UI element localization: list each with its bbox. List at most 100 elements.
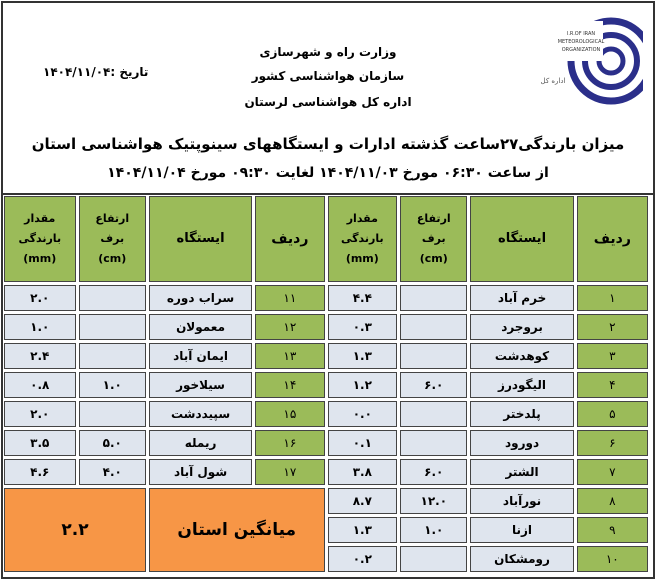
rainfall-amount: ۴.۶ xyxy=(4,459,76,485)
rainfall-amount: ۲.۰ xyxy=(4,401,76,427)
row-number: ۷ xyxy=(576,459,648,485)
station-name: پلدختر xyxy=(470,401,574,427)
snow-depth: ۶.۰ xyxy=(400,372,468,398)
table-row: ۹ ازنا ۱.۰ ۱.۳ xyxy=(4,517,648,543)
rainfall-amount: ۸.۷ xyxy=(327,488,398,514)
snow-depth: ۱.۰ xyxy=(78,372,146,398)
table-row: ۳ کوهدشت ۱.۳ ۱۳ ایمان آباد ۲.۴ xyxy=(4,343,648,369)
rainfall-table: ردیف ایستگاه ارتفاع برف (cm) مقدار بارندگی(… xyxy=(1,193,651,575)
rainfall-amount: ۰.۸ xyxy=(4,372,76,398)
table-row: ۴ الیگودرز ۶.۰ ۱.۲ ۱۴ سیلاخور ۱.۰ ۰.۸ xyxy=(4,372,648,398)
row-number: ۹ xyxy=(576,517,648,543)
province-average-value: ۲.۲ xyxy=(4,488,146,572)
table-row: ۲ بروجرد ۰.۳ ۱۲ معمولان ۱.۰ xyxy=(4,314,648,340)
rainfall-amount: ۲.۰ xyxy=(4,285,76,311)
rainfall-amount: ۰.۱ xyxy=(327,430,398,456)
meteorological-organization-logo: I.R.OF IRAN METEOROLOGICAL ORGANIZATION … xyxy=(541,17,643,105)
row-number: ۶ xyxy=(576,430,648,456)
row-number: ۳ xyxy=(576,343,648,369)
province-average-label: میانگین استان xyxy=(148,488,325,572)
snow-depth xyxy=(78,285,146,311)
snow-depth xyxy=(400,430,468,456)
rainfall-amount: ۰.۰ xyxy=(327,401,398,427)
row-number: ۱۳ xyxy=(255,343,325,369)
row-number: ۱۰ xyxy=(576,546,648,572)
header-snow: ارتفاع برف (cm) xyxy=(400,196,468,282)
table-header-row: ردیف ایستگاه ارتفاع برف (cm) مقدار بارندگی(… xyxy=(4,196,648,282)
rainfall-amount: ۱.۲ xyxy=(327,372,398,398)
snow-depth xyxy=(78,401,146,427)
station-name: دورود xyxy=(470,430,574,456)
station-name: رومشکان xyxy=(470,546,574,572)
station-name: شول آباد xyxy=(148,459,253,485)
header-station: ایستگاه xyxy=(148,196,253,282)
snow-depth xyxy=(78,343,146,369)
rainfall-amount: ۳.۸ xyxy=(327,459,398,485)
station-name: بروجرد xyxy=(470,314,574,340)
row-number: ۱ xyxy=(576,285,648,311)
station-name: الیگودرز xyxy=(470,372,574,398)
svg-text:I.R.OF IRAN: I.R.OF IRAN xyxy=(567,31,596,37)
row-number: ۱۷ xyxy=(255,459,325,485)
report-title: میزان بارندگی۲۷ساعت گذشته ادارات و ایستگ… xyxy=(31,135,625,153)
rainfall-amount: ۱.۳ xyxy=(327,517,398,543)
svg-text:METEOROLOGICAL: METEOROLOGICAL xyxy=(558,39,605,45)
row-number: ۱۶ xyxy=(255,430,325,456)
header-rain: مقدار بارندگی (mm) xyxy=(4,196,76,282)
snow-depth: ۱۲.۰ xyxy=(400,488,468,514)
table-row: ۸ نورآباد ۱۲.۰ ۸.۷ میانگین استان ۲.۲ xyxy=(4,488,648,572)
row-number: ۸ xyxy=(576,488,648,514)
header-row-number: ردیف xyxy=(255,196,325,282)
rainfall-amount: ۳.۵ xyxy=(4,430,76,456)
header-station: ایستگاه xyxy=(470,196,574,282)
station-name: سپیددشت xyxy=(148,401,253,427)
header-rain: مقدار بارندگی (mm) xyxy=(327,196,398,282)
report-date: تاریخ :۱۴۰۴/۱۱/۰۴ xyxy=(43,65,149,79)
snow-depth xyxy=(400,314,468,340)
rainfall-amount: ۴.۴ xyxy=(327,285,398,311)
station-name: سراب دوره xyxy=(148,285,253,311)
snow-depth xyxy=(400,343,468,369)
table-row: ۱ خرم آباد ۴.۴ ۱۱ سراب دوره ۲.۰ xyxy=(4,285,648,311)
header-snow: ارتفاع برف (cm) xyxy=(78,196,146,282)
station-name: نورآباد xyxy=(470,488,574,514)
rainfall-amount: ۱.۳ xyxy=(327,343,398,369)
svg-text:اداره کل: اداره کل xyxy=(541,77,566,85)
ministry-name: وزارت راه و شهرسازی xyxy=(259,45,397,59)
header-row-number: ردیف xyxy=(576,196,648,282)
station-name: کوهدشت xyxy=(470,343,574,369)
snow-depth: ۱.۰ xyxy=(400,517,468,543)
snow-depth xyxy=(400,401,468,427)
station-name: سیلاخور xyxy=(148,372,253,398)
snow-depth xyxy=(400,546,468,572)
rainfall-amount: ۲.۴ xyxy=(4,343,76,369)
row-number: ۴ xyxy=(576,372,648,398)
snow-depth xyxy=(78,314,146,340)
table-row: ۶ دورود ۰.۱ ۱۶ ریمله ۵.۰ ۳.۵ xyxy=(4,430,648,456)
station-name: ایمان آباد xyxy=(148,343,253,369)
row-number: ۵ xyxy=(576,401,648,427)
organization-name: سازمان هواشناسی کشور xyxy=(251,69,405,83)
table-row: ۵ پلدختر ۰.۰ ۱۵ سپیددشت ۲.۰ xyxy=(4,401,648,427)
station-name: الشتر xyxy=(470,459,574,485)
rainfall-amount: ۱.۰ xyxy=(4,314,76,340)
report-header: I.R.OF IRAN METEOROLOGICAL ORGANIZATION … xyxy=(3,3,653,195)
station-name: خرم آباد xyxy=(470,285,574,311)
department-name: اداره کل هواشناسی لرستان xyxy=(244,95,412,109)
snow-depth: ۴.۰ xyxy=(78,459,146,485)
table-row: ۷ الشتر ۶.۰ ۳.۸ ۱۷ شول آباد ۴.۰ ۴.۶ xyxy=(4,459,648,485)
row-number: ۱۴ xyxy=(255,372,325,398)
report-period: از ساعت ۰۶:۳۰ مورخ ۱۴۰۴/۱۱/۰۳ لغایت ۰۹:۳… xyxy=(107,165,549,181)
row-number: ۱۵ xyxy=(255,401,325,427)
row-number: ۲ xyxy=(576,314,648,340)
snow-depth: ۵.۰ xyxy=(78,430,146,456)
station-name: ریمله xyxy=(148,430,253,456)
station-name: معمولان xyxy=(148,314,253,340)
row-number: ۱۲ xyxy=(255,314,325,340)
station-name: ازنا xyxy=(470,517,574,543)
rainfall-amount: ۰.۳ xyxy=(327,314,398,340)
table-row: ۱۰ رومشکان ۰.۲ xyxy=(4,546,648,572)
rainfall-amount: ۰.۲ xyxy=(327,546,398,572)
row-number: ۱۱ xyxy=(255,285,325,311)
